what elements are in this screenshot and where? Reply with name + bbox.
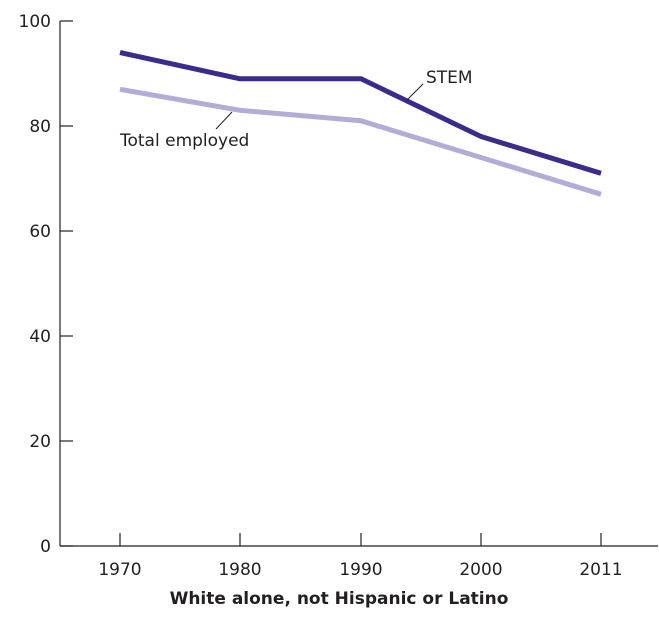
series-line-total-employed — [119, 86, 602, 197]
series-line-stem — [119, 50, 602, 176]
chart-title: White alone, not Hispanic or Latino — [170, 589, 509, 609]
x-tick-label: 2011 — [579, 560, 622, 580]
y-tick-label: 0 — [40, 537, 51, 557]
series-label-stem: STEM — [426, 68, 473, 88]
x-tick-label: 2000 — [459, 560, 502, 580]
x-tick-label: 1990 — [339, 560, 382, 580]
annotations: STEM Total employed — [119, 68, 473, 151]
series-label-total-employed: Total employed — [119, 131, 249, 151]
y-tick-label: 40 — [29, 327, 51, 347]
stem-leader-line — [406, 83, 424, 101]
total-employed-leader-line — [215, 111, 233, 130]
y-tick-label: 80 — [29, 117, 51, 137]
x-tick-label: 1970 — [98, 560, 141, 580]
y-tick-label: 20 — [29, 432, 51, 452]
y-tick-label: 100 — [19, 12, 51, 32]
series-layer — [119, 50, 602, 197]
y-tick-label: 60 — [29, 222, 51, 242]
axes: 0 20 40 60 80 100 1970 1980 1990 2000 2011 — [19, 12, 658, 580]
x-tick-label: 1980 — [218, 560, 261, 580]
